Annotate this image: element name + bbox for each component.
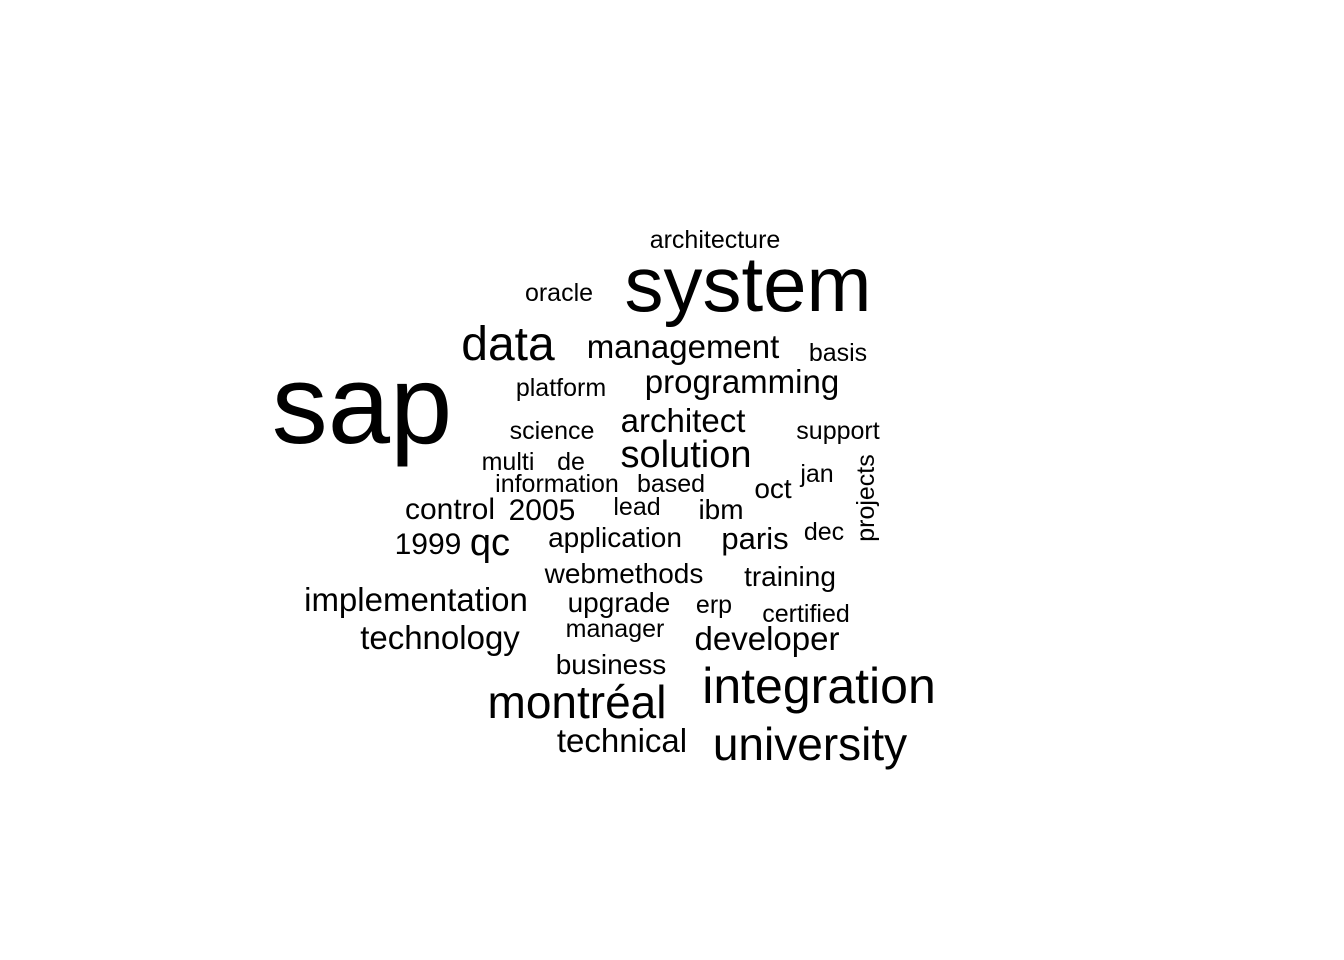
word-solution: solution [621, 434, 752, 476]
word-management: management [587, 328, 780, 365]
word-basis: basis [809, 339, 867, 367]
word-implementation: implementation [304, 581, 528, 618]
word-oct: oct [754, 473, 792, 504]
word-multi: multi [482, 448, 535, 476]
word-de: de [557, 448, 585, 476]
word-upgrade: upgrade [568, 587, 671, 618]
word-university: university [713, 718, 907, 770]
word-webmethods: webmethods [544, 558, 704, 589]
word-jan: jan [799, 460, 833, 488]
word-information: information [495, 470, 619, 498]
word-1999: 1999 [395, 528, 462, 561]
word-data: data [461, 318, 555, 371]
word-montr-al: montréal [488, 676, 667, 728]
word-ibm: ibm [698, 494, 743, 525]
word-projects: projects [852, 454, 880, 542]
word-architecture: architecture [650, 226, 781, 254]
word-sap: sap [272, 342, 453, 467]
word-control: control [405, 493, 495, 526]
word-oracle: oracle [525, 279, 593, 307]
word-2005: 2005 [509, 494, 576, 527]
word-architect: architect [621, 402, 746, 439]
word-technical: technical [557, 722, 687, 759]
word-dec: dec [804, 518, 844, 546]
word-qc: qc [470, 522, 510, 564]
word-technology: technology [360, 619, 520, 656]
word-platform: platform [516, 374, 606, 402]
word-based: based [637, 470, 705, 498]
word-certified: certified [762, 600, 850, 628]
word-integration: integration [702, 658, 936, 714]
word-manager: manager [566, 615, 665, 643]
word-paris: paris [721, 521, 788, 556]
word-system: system [624, 240, 871, 328]
word-programming: programming [645, 363, 839, 400]
word-application: application [548, 522, 682, 553]
word-erp: erp [696, 591, 732, 619]
word-lead: lead [613, 493, 660, 521]
word-business: business [556, 649, 667, 680]
word-developer: developer [695, 620, 840, 657]
word-science: science [510, 417, 595, 445]
word-support: support [796, 417, 879, 445]
word-training: training [744, 561, 836, 592]
